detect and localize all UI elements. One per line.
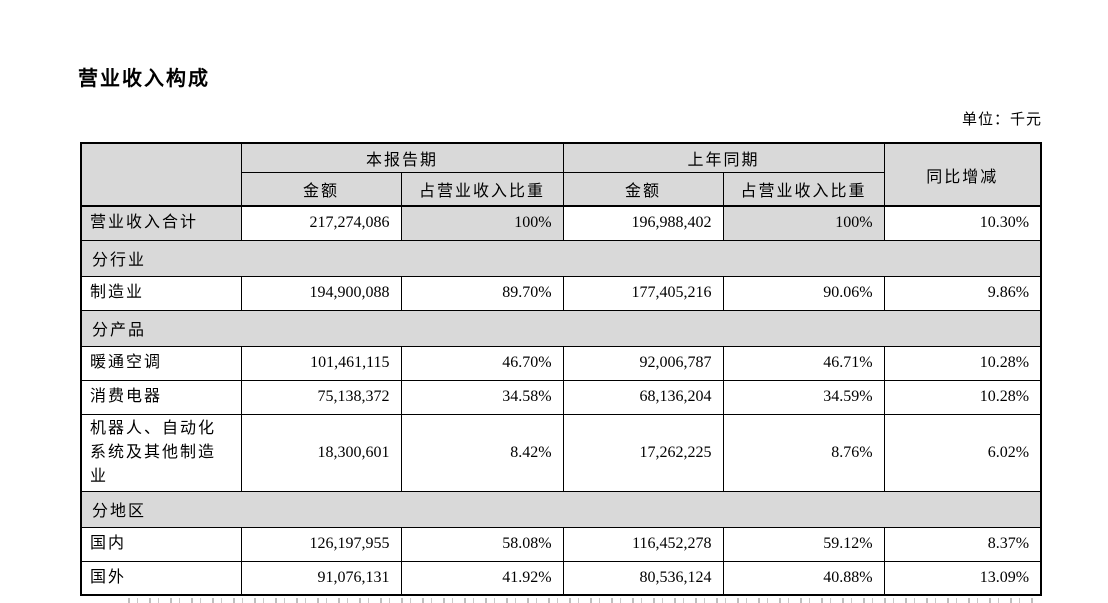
yoy-cell: 10.28% — [883, 379, 1042, 415]
current-amount-cell: 101,461,115 — [240, 345, 402, 381]
section-row-industry: 分行业 — [80, 239, 1042, 277]
prior-amount-header: 金额 — [562, 171, 724, 207]
row-label: 国内 — [80, 526, 242, 562]
section-label: 分产品 — [80, 309, 1042, 347]
current-amount-cell: 91,076,131 — [240, 560, 402, 596]
current-amount-cell: 126,197,955 — [240, 526, 402, 562]
current-amount-cell: 217,274,086 — [240, 205, 402, 241]
table-row-total: 营业收入合计 217,274,086 100% 196,988,402 100%… — [80, 205, 1042, 241]
yoy-cell: 8.37% — [883, 526, 1042, 562]
table-row-hvac: 暖通空调 101,461,115 46.70% 92,006,787 46.71… — [80, 345, 1042, 381]
current-share-cell: 8.42% — [400, 413, 564, 492]
revenue-composition-table: 本报告期 上年同期 同比增减 金额 占营业收入比重 金额 占营业收入比重 营业收… — [80, 142, 1043, 596]
current-amount-cell: 75,138,372 — [240, 379, 402, 415]
prior-amount-cell: 68,136,204 — [562, 379, 724, 415]
current-share-cell: 46.70% — [400, 345, 564, 381]
row-label: 营业收入合计 — [80, 205, 242, 241]
table-row-overseas: 国外 91,076,131 41.92% 80,536,124 40.88% 1… — [80, 560, 1042, 596]
current-share-cell: 58.08% — [400, 526, 564, 562]
prior-amount-cell: 80,536,124 — [562, 560, 724, 596]
current-share-cell: 41.92% — [400, 560, 564, 596]
current-amount-cell: 18,300,601 — [240, 413, 402, 492]
yoy-cell: 9.86% — [883, 275, 1042, 311]
current-share-cell: 100% — [400, 205, 564, 241]
prior-amount-cell: 92,006,787 — [562, 345, 724, 381]
prior-share-cell: 100% — [722, 205, 885, 241]
current-share-header: 占营业收入比重 — [400, 171, 564, 207]
section-label: 分地区 — [80, 490, 1042, 528]
yoy-cell: 10.28% — [883, 345, 1042, 381]
prior-share-cell: 8.76% — [722, 413, 885, 492]
yoy-cell: 10.30% — [883, 205, 1042, 241]
current-amount-header: 金额 — [240, 171, 402, 207]
row-label: 消费电器 — [80, 379, 242, 415]
prior-share-cell: 40.88% — [722, 560, 885, 596]
unit-label: 单位：千元 — [961, 112, 1042, 128]
prior-amount-cell: 116,452,278 — [562, 526, 724, 562]
prior-share-cell: 34.59% — [722, 379, 885, 415]
prior-period-header: 上年同期 — [562, 142, 885, 173]
prior-share-cell: 46.71% — [722, 345, 885, 381]
table-row-consumer-appliances: 消费电器 75,138,372 34.58% 68,136,204 34.59%… — [80, 379, 1042, 415]
header-row-measures: 金额 占营业收入比重 金额 占营业收入比重 — [81, 171, 1041, 207]
row-label: 国外 — [80, 560, 242, 596]
table-row-domestic: 国内 126,197,955 58.08% 116,452,278 59.12%… — [80, 526, 1042, 562]
table-row-manufacturing: 制造业 194,900,088 89.70% 177,405,216 90.06… — [80, 275, 1042, 311]
prior-share-header: 占营业收入比重 — [722, 171, 885, 207]
section-row-region: 分地区 — [80, 490, 1042, 528]
prior-share-cell: 90.06% — [722, 275, 885, 311]
section-row-product: 分产品 — [80, 309, 1042, 347]
prior-amount-cell: 196,988,402 — [562, 205, 724, 241]
row-label: 机器人、自动化 系统及其他制造 业 — [80, 413, 242, 492]
page-title: 营业收入构成 — [78, 68, 210, 90]
current-share-cell: 89.70% — [400, 275, 564, 311]
clipped-next-text-line — [128, 598, 1040, 603]
prior-amount-cell: 177,405,216 — [562, 275, 724, 311]
header-row-periods: 本报告期 上年同期 同比增减 — [80, 142, 1042, 207]
row-label: 暖通空调 — [80, 345, 242, 381]
yoy-header: 同比增减 — [883, 142, 1042, 207]
table-row-robotics: 机器人、自动化 系统及其他制造 业 18,300,601 8.42% 17,26… — [80, 413, 1042, 492]
prior-share-cell: 59.12% — [722, 526, 885, 562]
yoy-cell: 6.02% — [883, 413, 1042, 492]
row-label: 制造业 — [80, 275, 242, 311]
yoy-cell: 13.09% — [883, 560, 1042, 596]
current-share-cell: 34.58% — [400, 379, 564, 415]
current-amount-cell: 194,900,088 — [240, 275, 402, 311]
section-label: 分行业 — [80, 239, 1042, 277]
current-period-header: 本报告期 — [240, 142, 564, 173]
prior-amount-cell: 17,262,225 — [562, 413, 724, 492]
corner-cell — [80, 142, 242, 207]
